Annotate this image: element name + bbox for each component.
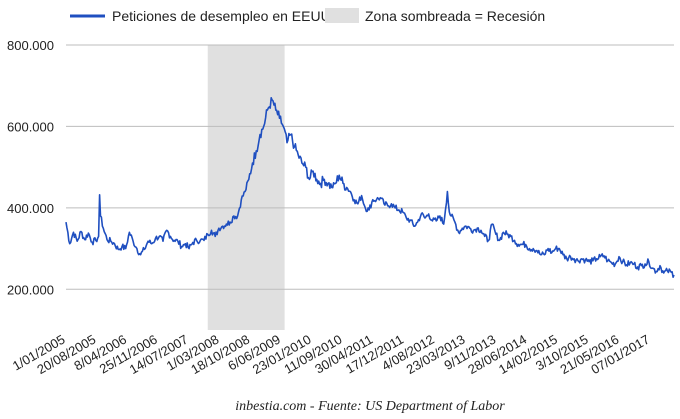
y-tick-label: 600.000 bbox=[7, 119, 54, 134]
legend-recession-label: Zona sombreada = Recesión bbox=[365, 8, 545, 24]
legend: Peticiones de desempleo en EEUU Zona som… bbox=[70, 8, 545, 24]
gridlines bbox=[66, 44, 674, 290]
y-tick-label: 200.000 bbox=[7, 282, 54, 297]
series-line-peticiones bbox=[65, 97, 675, 278]
x-axis-tick-labels: 1/01/200520/08/20058/04/200625/11/200614… bbox=[10, 332, 652, 378]
y-tick-label: 400.000 bbox=[7, 201, 54, 216]
source-caption: inbestia.com - Fuente: US Department of … bbox=[235, 399, 505, 414]
legend-recession-swatch bbox=[325, 8, 359, 23]
series-layer bbox=[65, 97, 675, 278]
y-tick-label: 800.000 bbox=[7, 38, 54, 53]
legend-series-label: Peticiones de desempleo en EEUU bbox=[112, 8, 331, 24]
y-axis-tick-labels: 200.000 400.000 600.000 800.000 bbox=[7, 38, 54, 297]
